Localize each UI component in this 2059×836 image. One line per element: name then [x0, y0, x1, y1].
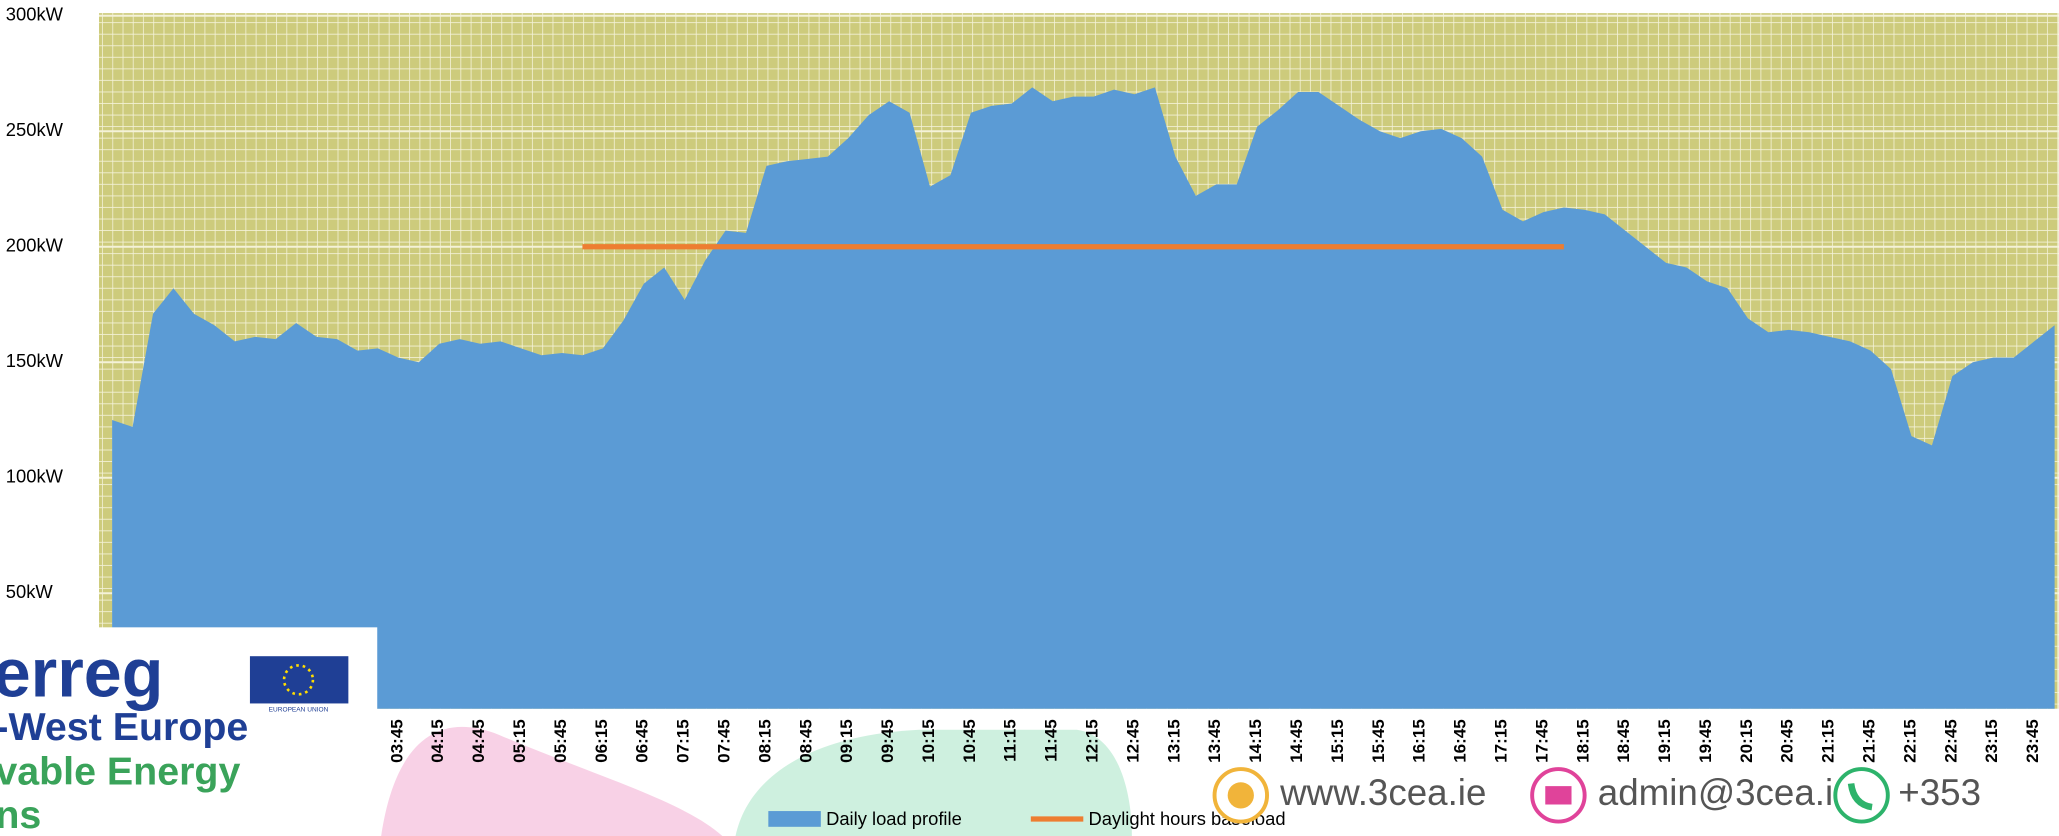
x-tick-label: 19:45	[1696, 719, 1715, 763]
y-tick-label: 50kW	[6, 581, 54, 602]
x-tick-label: 12:15	[1083, 719, 1102, 763]
legend-swatch	[768, 811, 821, 827]
x-tick-label: 15:45	[1369, 719, 1388, 763]
x-tick-label: 07:45	[714, 719, 733, 763]
x-tick-label: 08:15	[755, 719, 774, 763]
x-tick-label: 20:15	[1737, 719, 1756, 763]
phone-icon	[1833, 767, 1890, 824]
x-tick-label: 04:15	[428, 719, 447, 763]
x-tick-label: 23:45	[2023, 719, 2042, 763]
logo-text: vable Energy	[0, 750, 240, 794]
x-tick-label: 16:15	[1410, 719, 1429, 763]
decor-pink	[381, 726, 723, 836]
x-tick-label: 19:15	[1655, 719, 1674, 763]
contact-phone: +353	[1898, 772, 1981, 813]
x-tick-label: 12:45	[1123, 719, 1142, 763]
x-tick-label: 18:45	[1614, 719, 1633, 763]
x-tick-label: 08:45	[796, 719, 815, 763]
x-tick-label: 09:45	[878, 719, 897, 763]
x-tick-label: 04:45	[469, 719, 488, 763]
y-tick-label: 200kW	[6, 235, 64, 256]
x-tick-label: 06:45	[633, 719, 652, 763]
y-tick-label: 250kW	[6, 119, 64, 140]
x-tick-label: 11:15	[1001, 719, 1020, 762]
x-tick-label: 23:15	[1982, 719, 2001, 763]
mail-icon	[1545, 786, 1572, 805]
eu-stars	[282, 664, 315, 696]
contact-mail: admin@3cea.ie	[1598, 772, 1854, 813]
x-tick-label: 16:45	[1451, 719, 1470, 763]
x-tick-label: 18:15	[1573, 719, 1592, 763]
x-tick-label: 22:45	[1941, 719, 1960, 763]
x-tick-label: 09:15	[837, 719, 856, 763]
x-tick-label: 13:15	[1164, 719, 1183, 763]
phone-icon	[1847, 782, 1873, 811]
x-tick-label: 14:45	[1287, 719, 1306, 763]
x-tick-label: 20:45	[1778, 719, 1797, 763]
area	[112, 87, 2055, 709]
x-tick-label: 13:45	[1205, 719, 1224, 763]
web-icon	[1227, 782, 1254, 809]
x-tick-label: 05:45	[551, 719, 570, 763]
contacts: www.3cea.ie admin@3cea.ie +353	[1212, 767, 1981, 824]
y-tick-label: 100kW	[6, 466, 64, 487]
x-tick-label: 17:45	[1532, 719, 1551, 763]
x-tick-label: 06:15	[592, 719, 611, 763]
x-tick-label: 21:15	[1819, 719, 1838, 763]
x-tick-label: 14:15	[1246, 719, 1265, 763]
eu-flag	[249, 656, 349, 704]
y-tick-label: 150kW	[6, 350, 64, 371]
logo-text: -West Europe	[0, 705, 248, 749]
x-tick-label: 07:15	[674, 719, 693, 763]
decor-green	[735, 729, 1132, 836]
logo: erreg EUROPEAN UNION -West Europe vable …	[0, 627, 378, 836]
x-tick-label: 21:45	[1860, 719, 1879, 763]
x-tick-label: 03:45	[387, 719, 406, 763]
logo-text: ns	[0, 793, 41, 836]
x-tick-label: 15:15	[1328, 719, 1347, 763]
x-tick-label: 05:15	[510, 719, 529, 763]
logo-text: erreg	[0, 636, 163, 712]
x-tick-label: 17:15	[1491, 719, 1510, 763]
contact-web: www.3cea.ie	[1279, 772, 1486, 813]
eu-badge: EUROPEAN UNION	[269, 707, 329, 714]
x-tick-label: 11:45	[1042, 719, 1061, 762]
legend-label: Daily load profile	[826, 808, 962, 829]
y-tick-label: 300kW	[6, 4, 64, 25]
x-tick-label: 10:15	[919, 719, 938, 763]
x-tick-label: 22:15	[1900, 719, 1919, 763]
x-tick-label: 10:45	[960, 719, 979, 763]
